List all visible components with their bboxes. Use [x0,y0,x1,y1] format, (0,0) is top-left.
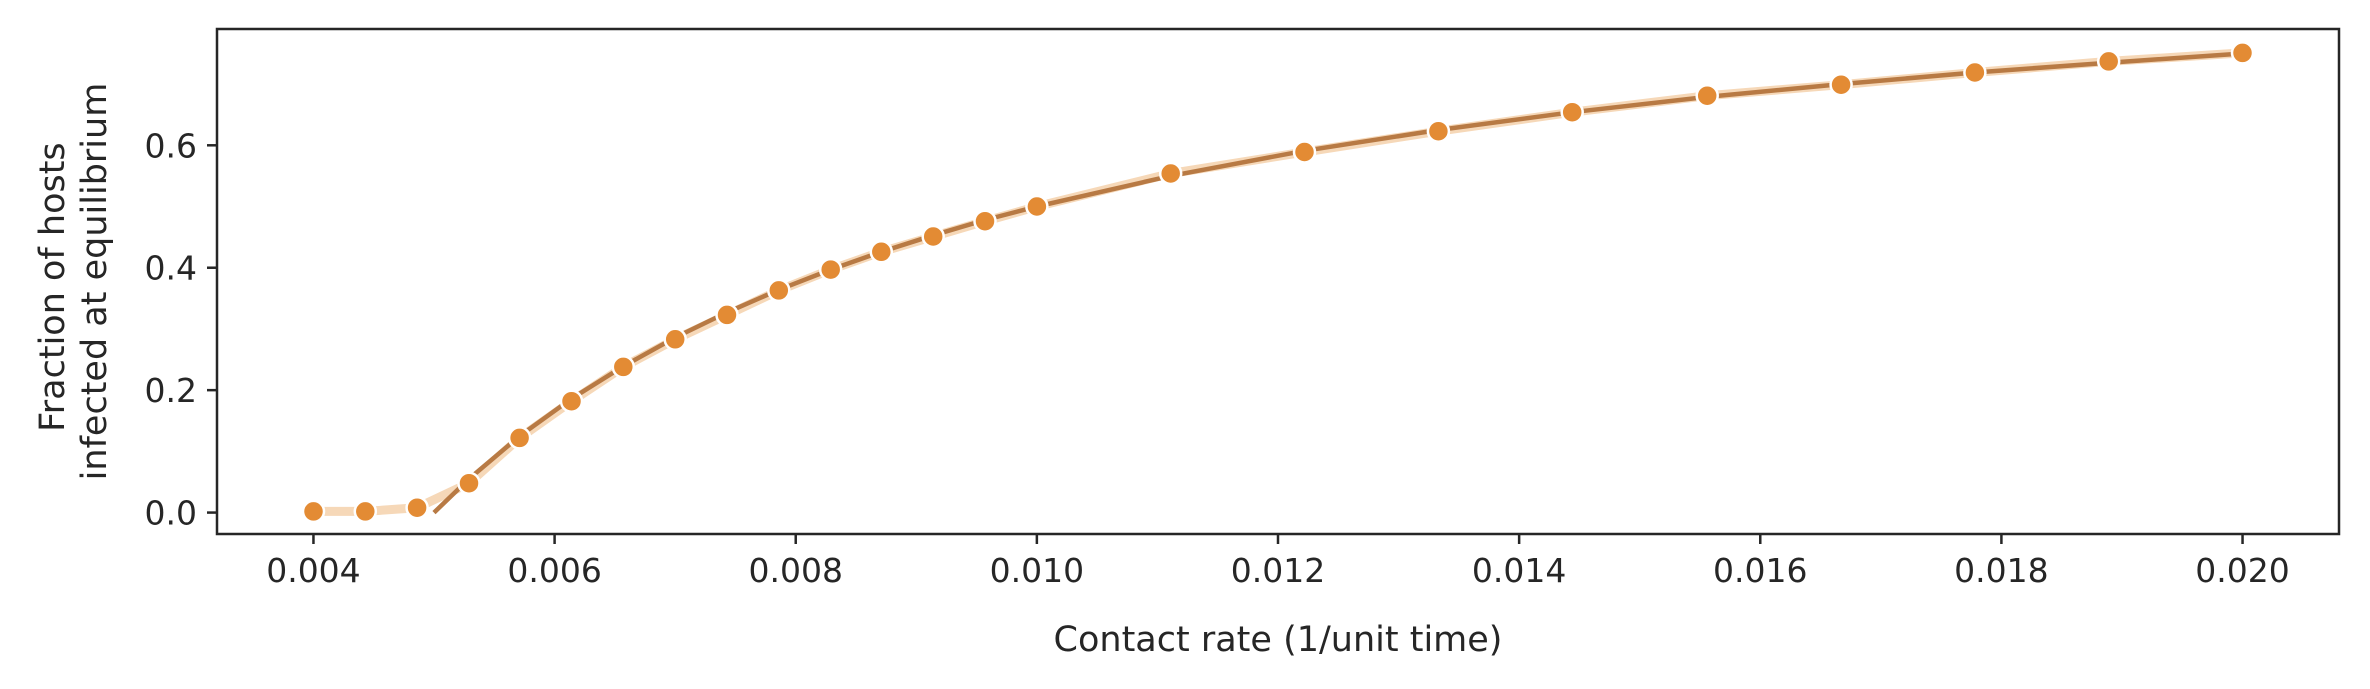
y-tick-label: 0.6 [145,126,197,165]
y-axis-label: Fraction of hosts infected at equilibriu… [33,83,115,481]
data-point [973,209,997,233]
y-tick-label: 0.2 [145,371,197,410]
x-tick-label: 0.010 [990,551,1084,590]
data-point [1426,119,1451,143]
x-tick-label: 0.016 [1713,551,1807,590]
data-point [818,257,843,282]
data-point [405,495,429,520]
x-tick-label: 0.006 [507,551,601,590]
data-point [767,278,791,303]
x-axis-label: Contact rate (1/unit time) [1054,620,1503,660]
data-point [1025,194,1049,219]
y-axis-label-line-1: Fraction of hosts [33,142,73,432]
axis-ticks: 0.004 0.006 0.008 0.010 0.012 0.014 0.016 0.018… [145,126,2290,590]
data-point [921,224,945,249]
x-tick-label: 0.018 [1954,551,2048,590]
data-point [559,389,584,413]
data-point [869,240,894,264]
data-point [457,471,481,495]
data-point [1158,161,1183,186]
data-point [1829,72,1853,97]
series-line [432,51,2243,515]
data-point [1695,83,1719,108]
plot-marks [301,41,2255,524]
data-point [1292,140,1317,164]
data-point [1963,60,1987,85]
x-tick-label: 0.008 [748,551,842,590]
data-point [2230,41,2255,65]
data-point [1560,100,1584,124]
data-point [663,327,687,352]
y-tick-label: 0.0 [145,494,197,533]
x-tick-label: 0.004 [266,551,360,590]
data-point [715,303,739,327]
x-tick-label: 0.020 [2195,551,2289,590]
x-tick-label: 0.012 [1231,551,1325,590]
data-point [507,426,532,450]
data-point [2096,49,2121,74]
x-tick-label: 0.014 [1472,551,1566,590]
data-point [611,355,636,379]
data-point [301,499,326,524]
y-axis-label-line-2: infected at equilibrium [75,83,115,481]
data-point [353,499,378,524]
y-tick-label: 0.4 [145,249,197,288]
